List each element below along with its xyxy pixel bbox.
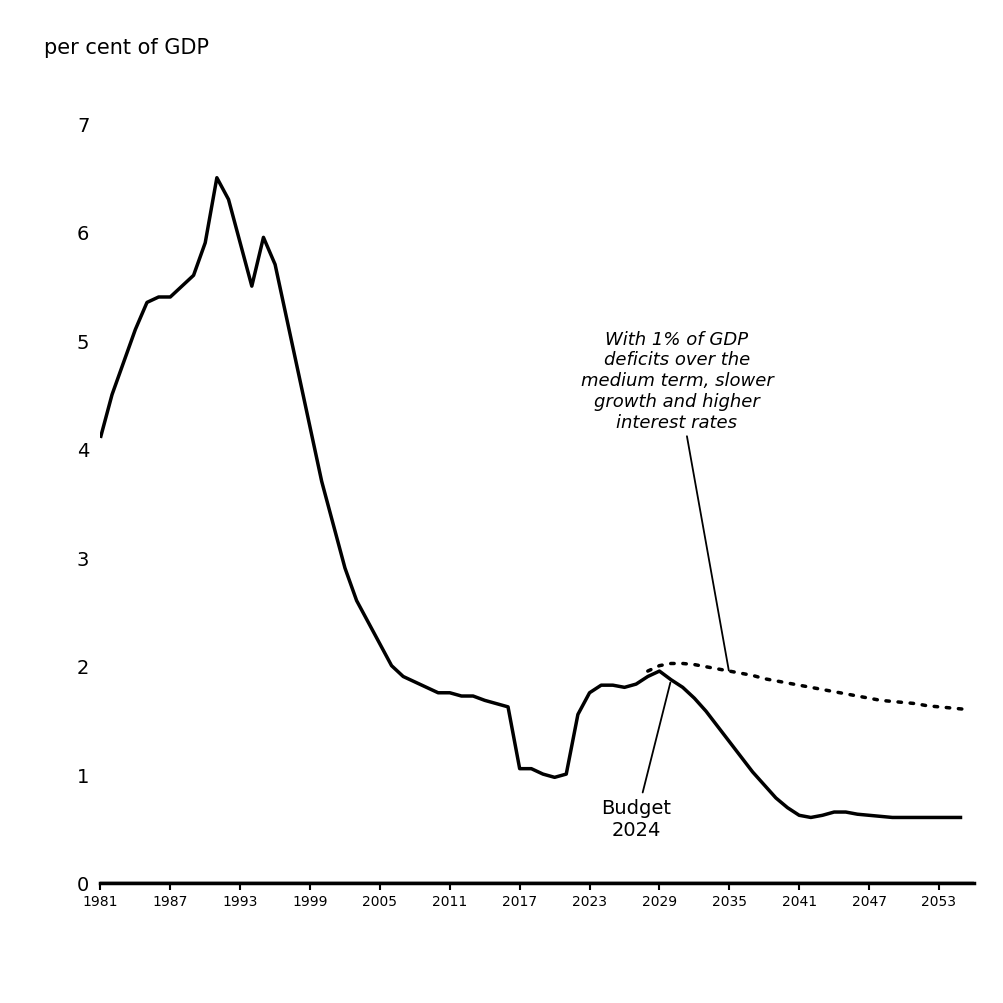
Text: Budget
2024: Budget 2024	[601, 683, 670, 840]
Text: per cent of GDP: per cent of GDP	[43, 38, 209, 58]
Text: With 1% of GDP
deficits over the
medium term, slower
growth and higher
interest : With 1% of GDP deficits over the medium …	[580, 330, 772, 671]
